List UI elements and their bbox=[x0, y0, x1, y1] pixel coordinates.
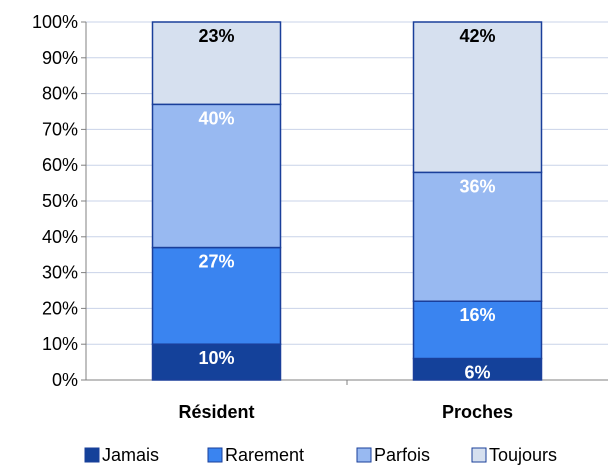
bar-segment-toujours bbox=[151, 21, 282, 106]
legend-label: Toujours bbox=[489, 445, 557, 465]
bar-segment-rarement bbox=[412, 300, 543, 360]
y-tick-label: 20% bbox=[42, 298, 78, 318]
category-label: Résident bbox=[178, 402, 254, 422]
legend-label: Jamais bbox=[102, 445, 159, 465]
bar-segment-parfois bbox=[151, 103, 282, 249]
data-label: 40% bbox=[198, 108, 234, 128]
legend-label: Parfois bbox=[374, 445, 430, 465]
y-tick-label: 80% bbox=[42, 84, 78, 104]
y-tick-label: 100% bbox=[32, 12, 78, 32]
y-tick-label: 10% bbox=[42, 334, 78, 354]
legend-swatch bbox=[84, 447, 100, 463]
data-labels: 10% 27% 40% 23% 6% 16% 36% 42% bbox=[198, 26, 495, 383]
y-tick-label: 70% bbox=[42, 119, 78, 139]
y-tick-label: 60% bbox=[42, 155, 78, 175]
y-tick-label: 30% bbox=[42, 263, 78, 283]
bar-segment-rarement bbox=[151, 246, 282, 345]
data-label: 10% bbox=[198, 348, 234, 368]
legend-swatch bbox=[356, 447, 372, 463]
legend-swatch bbox=[207, 447, 223, 463]
legend-label: Rarement bbox=[225, 445, 304, 465]
y-tick-label: 0% bbox=[52, 370, 78, 390]
data-label: 16% bbox=[459, 305, 495, 325]
bar-segment-parfois bbox=[412, 171, 543, 302]
data-label: 36% bbox=[459, 176, 495, 196]
y-tick-label: 90% bbox=[42, 48, 78, 68]
legend-swatch bbox=[471, 447, 487, 463]
y-tick-label: 40% bbox=[42, 227, 78, 247]
legend: Jamais Rarement Parfois Toujours bbox=[84, 445, 557, 465]
bar-segment-toujours bbox=[412, 21, 543, 174]
data-label: 42% bbox=[459, 26, 495, 46]
data-label: 23% bbox=[198, 26, 234, 46]
axes: 0% 10% 20% 30% 40% 50% 60% 70% 80% 90% 100% Résiden… bbox=[32, 12, 608, 422]
y-tick-label: 50% bbox=[42, 191, 78, 211]
data-label: 27% bbox=[198, 252, 234, 272]
bars bbox=[151, 21, 543, 381]
data-label: 6% bbox=[464, 363, 490, 383]
category-label: Proches bbox=[442, 402, 513, 422]
